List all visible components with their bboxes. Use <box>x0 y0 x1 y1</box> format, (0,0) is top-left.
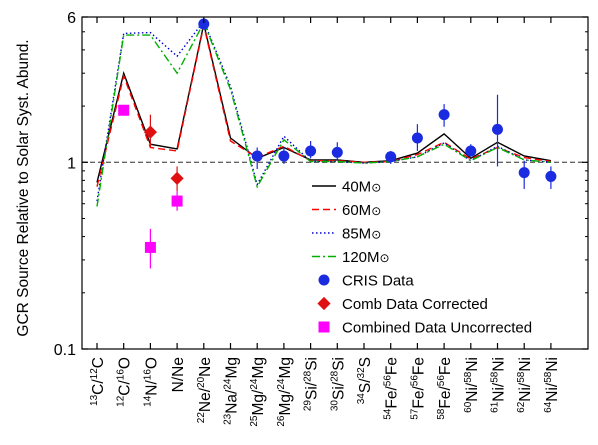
data-point-circle <box>331 146 343 158</box>
x-tick-label: 61Ni/58Ni <box>490 357 508 413</box>
x-tick-label: 14N/16O <box>142 357 160 407</box>
data-point-circle <box>492 123 503 135</box>
x-tick-label: 60Ni/58Ni <box>463 357 481 413</box>
legend-label: 60M⊙ <box>342 202 381 219</box>
legend-label: 85M⊙ <box>342 226 381 243</box>
series-line-60m <box>96 25 552 187</box>
x-tick-label: 62Ni/58Ni <box>516 357 534 413</box>
data-point-circle <box>438 109 450 121</box>
legend-label: Comb Data Corrected <box>342 296 488 313</box>
legend-swatch-diamond <box>317 296 331 311</box>
y-tick-label: 0.1 <box>54 342 76 359</box>
x-tick-label: 12C/16O <box>116 357 134 407</box>
legend-label: 120M⊙ <box>342 249 390 266</box>
marker-group <box>118 18 557 269</box>
plot-area-border <box>81 16 589 350</box>
data-point-circle <box>305 145 317 157</box>
x-tick-label: 26Mg/24Mg <box>276 357 294 427</box>
data-point-circle <box>465 145 477 157</box>
data-point-circle <box>545 170 557 182</box>
legend-swatch-square <box>318 321 330 333</box>
data-point-circle <box>198 18 210 30</box>
legend-swatch-circle <box>318 274 330 286</box>
data-point-square <box>171 195 183 207</box>
data-point-diamond <box>143 125 157 139</box>
y-tick-label: 6 <box>67 10 76 27</box>
data-point-circle <box>385 151 397 163</box>
legend-label: Combined Data Uncorrected <box>342 320 532 337</box>
x-tick-label: 29Si/28Si <box>303 357 321 411</box>
x-tick-label: 57Fe/56Fe <box>409 357 427 420</box>
legend: 40M⊙ 60M⊙ 85M⊙ 120M⊙ CRIS Data Comb Data Corr… <box>312 179 532 337</box>
data-point-square <box>144 241 156 253</box>
data-point-circle <box>278 150 290 162</box>
y-axis-label: GCR Source Relative to Solar Syst. Abund… <box>15 39 32 336</box>
series-line-40m <box>96 23 552 183</box>
series-line-120m <box>96 20 551 207</box>
data-point-diamond <box>170 171 184 185</box>
y-tick-label: 1 <box>67 155 76 172</box>
x-tick-label: 25Mg/24Mg <box>249 357 267 427</box>
x-tick-label: 23Na/24Mg <box>223 357 241 425</box>
plot-frame <box>81 16 589 350</box>
x-tick-label: 34S/32S <box>356 357 374 404</box>
legend-label: CRIS Data <box>342 273 414 290</box>
axes: GCR Source Relative to Solar Syst. Abund… <box>15 10 588 427</box>
series-lines <box>96 19 552 207</box>
x-tick-label: N/Ne <box>170 357 187 392</box>
legend-label: 40M⊙ <box>342 179 381 196</box>
x-tick-label: 22Ne/20Ne <box>196 357 214 423</box>
x-tick-label: 13C/12C <box>89 357 107 406</box>
data-point-circle <box>411 132 423 144</box>
series-line-85m <box>96 19 551 202</box>
x-tick-label: 58Fe/56Fe <box>436 357 454 420</box>
x-tick-label: 54Fe/56Fe <box>383 357 401 420</box>
data-point-square <box>118 104 130 116</box>
data-point-circle <box>518 167 530 179</box>
x-tick-label: 30Si/28Si <box>329 357 347 411</box>
data-point-circle <box>251 150 263 162</box>
x-tick-label: 64Ni/58Ni <box>543 357 561 413</box>
